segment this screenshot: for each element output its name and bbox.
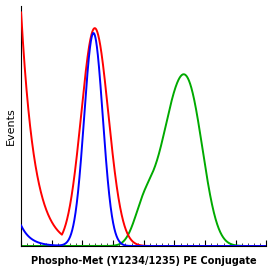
Y-axis label: Events: Events	[5, 107, 16, 145]
X-axis label: Phospho-Met (Y1234/1235) PE Conjugate: Phospho-Met (Y1234/1235) PE Conjugate	[31, 256, 256, 267]
